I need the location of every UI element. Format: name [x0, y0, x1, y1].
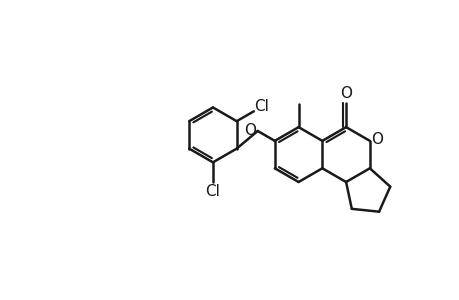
Text: O: O — [339, 86, 351, 101]
Text: Cl: Cl — [205, 184, 220, 199]
Text: O: O — [370, 131, 382, 146]
Text: Cl: Cl — [254, 99, 269, 114]
Text: O: O — [243, 123, 255, 138]
